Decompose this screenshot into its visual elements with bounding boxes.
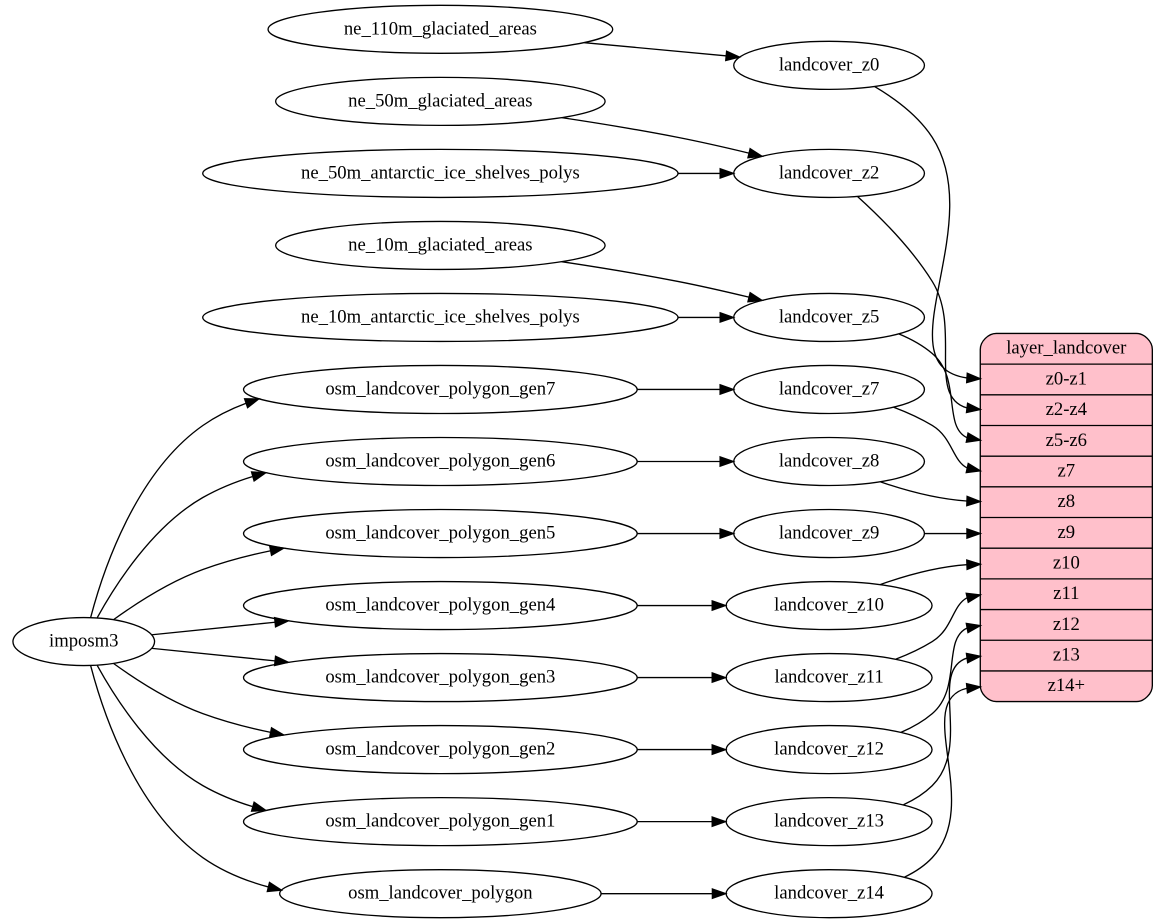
svg-text:osm_landcover_polygon_gen6: osm_landcover_polygon_gen6 (325, 450, 555, 471)
svg-text:ne_10m_antarctic_ice_shelves_p: ne_10m_antarctic_ice_shelves_polys (301, 306, 580, 327)
svg-text:z14+: z14+ (1048, 675, 1085, 696)
svg-text:osm_landcover_polygon: osm_landcover_polygon (348, 883, 533, 904)
svg-text:z12: z12 (1053, 614, 1080, 635)
svg-text:z13: z13 (1053, 645, 1080, 666)
svg-text:ne_50m_antarctic_ice_shelves_p: ne_50m_antarctic_ice_shelves_polys (301, 162, 580, 183)
svg-text:z7: z7 (1058, 460, 1076, 481)
svg-text:osm_landcover_polygon_gen1: osm_landcover_polygon_gen1 (325, 811, 555, 832)
svg-text:osm_landcover_polygon_gen5: osm_landcover_polygon_gen5 (325, 522, 555, 543)
svg-text:z9: z9 (1058, 522, 1076, 543)
svg-text:landcover_z14: landcover_z14 (774, 883, 884, 904)
svg-text:landcover_z7: landcover_z7 (779, 378, 880, 399)
svg-text:landcover_z8: landcover_z8 (779, 450, 880, 471)
svg-text:landcover_z13: landcover_z13 (774, 811, 884, 832)
svg-text:landcover_z9: landcover_z9 (779, 522, 880, 543)
svg-text:ne_10m_glaciated_areas: ne_10m_glaciated_areas (348, 234, 532, 255)
svg-text:z2-z4: z2-z4 (1046, 399, 1088, 420)
svg-text:osm_landcover_polygon_gen3: osm_landcover_polygon_gen3 (325, 667, 555, 688)
svg-text:landcover_z12: landcover_z12 (774, 739, 884, 760)
svg-text:z0-z1: z0-z1 (1046, 368, 1087, 389)
svg-text:layer_landcover: layer_landcover (1006, 338, 1127, 359)
svg-text:z10: z10 (1053, 552, 1080, 573)
svg-text:z11: z11 (1053, 583, 1079, 604)
svg-text:landcover_z11: landcover_z11 (775, 667, 884, 688)
svg-text:landcover_z5: landcover_z5 (779, 306, 880, 327)
svg-text:osm_landcover_polygon_gen2: osm_landcover_polygon_gen2 (325, 739, 555, 760)
svg-text:imposm3: imposm3 (49, 631, 118, 652)
svg-text:landcover_z2: landcover_z2 (779, 162, 880, 183)
svg-text:osm_landcover_polygon_gen7: osm_landcover_polygon_gen7 (325, 378, 555, 399)
svg-text:z8: z8 (1058, 491, 1076, 512)
svg-text:landcover_z10: landcover_z10 (774, 594, 884, 615)
svg-text:landcover_z0: landcover_z0 (779, 54, 880, 75)
svg-text:ne_50m_glaciated_areas: ne_50m_glaciated_areas (348, 90, 532, 111)
svg-text:z5-z6: z5-z6 (1046, 430, 1087, 451)
svg-text:osm_landcover_polygon_gen4: osm_landcover_polygon_gen4 (325, 594, 556, 615)
svg-text:ne_110m_glaciated_areas: ne_110m_glaciated_areas (344, 18, 537, 39)
